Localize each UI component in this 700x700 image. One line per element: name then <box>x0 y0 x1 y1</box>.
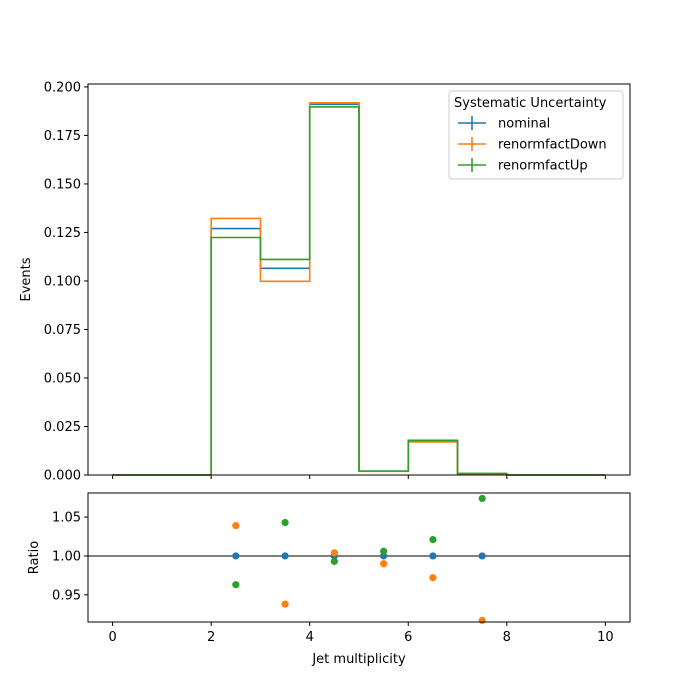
histogram-step-renormfactUp <box>112 106 606 476</box>
events-y-tick-label: 0.200 <box>44 80 81 95</box>
events-series <box>112 102 606 476</box>
ratio-point-renormfactDown <box>478 616 486 625</box>
legend-entries: nominal renormfactDown renormfactUp <box>458 116 607 174</box>
events-y-tick-label: 0.150 <box>44 177 81 192</box>
ratio-y-ticks: 0.95 1.00 1.05 <box>52 511 88 603</box>
ratio-point-renormfactUp <box>429 536 437 544</box>
events-panel: 0.000 0.025 0.050 0.075 0.100 0.125 0.150 0.175… <box>19 80 631 484</box>
ratio-point-renormfactDown <box>429 574 437 582</box>
ratio-panel: 0.95 1.00 1.05 0 2 4 6 8 10 Ratio <box>27 492 631 645</box>
ratio-point-renormfactDown <box>330 549 338 557</box>
legend-label-renormfactDown: renormfactDown <box>498 138 607 153</box>
legend: Systematic Uncertainty nominal renormfact… <box>448 90 624 180</box>
ratio-point-renormfactDown <box>380 560 388 568</box>
ratio-y-tick-label: 0.95 <box>52 588 81 603</box>
ratio-point-renormfactUp <box>232 581 240 589</box>
legend-label-renormfactUp: renormfactUp <box>498 159 588 174</box>
ratio-y-tick-label: 1.05 <box>52 511 81 526</box>
events-y-tick-label: 0.125 <box>44 226 81 241</box>
ratio-y-axis-label: Ratio <box>27 541 42 574</box>
x-tick-label: 6 <box>404 630 412 645</box>
ratio-point-nominal <box>281 552 289 560</box>
events-y-tick-label: 0.050 <box>44 371 81 386</box>
events-plot-frame <box>87 83 631 476</box>
ratio-y-tick-label: 1.00 <box>52 549 81 564</box>
ratio-point-renormfactUp <box>478 494 486 503</box>
ratio-plot-frame <box>87 492 631 623</box>
events-y-ticks: 0.000 0.025 0.050 0.075 0.100 0.125 0.150 0.175… <box>44 80 88 484</box>
x-tick-label: 0 <box>108 630 116 645</box>
ratio-point-renormfactUp <box>281 518 289 527</box>
ratio-point-renormfactDown <box>232 522 240 530</box>
ratio-point-nominal <box>429 552 437 560</box>
ratio-x-ticks: 0 2 4 6 8 10 <box>108 622 614 645</box>
ratio-point-nominal <box>232 552 240 560</box>
events-y-tick-label: 0.000 <box>44 469 81 484</box>
x-tick-label: 8 <box>503 630 511 645</box>
events-y-axis-label: Events <box>19 257 34 301</box>
ratio-point-renormfactDown <box>281 600 289 608</box>
legend-box <box>448 90 624 180</box>
x-axis-label: Jet multiplicity <box>311 652 406 667</box>
x-tick-label: 2 <box>207 630 215 645</box>
ratio-point-renormfactUp <box>330 557 338 565</box>
legend-label-nominal: nominal <box>498 117 550 132</box>
x-tick-label: 10 <box>597 630 614 645</box>
events-y-tick-label: 0.100 <box>44 274 81 289</box>
x-tick-label: 4 <box>306 630 314 645</box>
events-y-tick-label: 0.025 <box>44 420 81 435</box>
ratio-point-renormfactUp <box>380 547 388 555</box>
ratio-points <box>232 494 486 625</box>
events-y-tick-label: 0.175 <box>44 129 81 144</box>
legend-title: Systematic Uncertainty <box>454 96 607 111</box>
events-y-tick-label: 0.075 <box>44 323 81 338</box>
ratio-point-nominal <box>478 552 486 560</box>
